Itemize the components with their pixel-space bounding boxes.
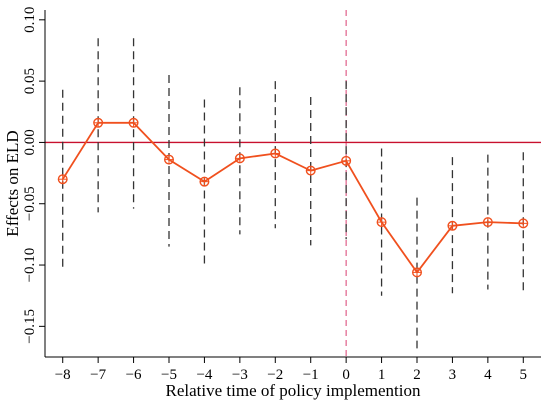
data-point [305, 165, 316, 176]
x-tick-label: 5 [520, 367, 528, 383]
data-point [482, 217, 493, 228]
x-tick-label: −3 [232, 367, 248, 383]
series-line-group [61, 121, 524, 274]
x-axis-ticks: −8 −7 −6 −5 −4 −3 −2 −1 0 1 2 3 4 5 [55, 357, 527, 383]
x-tick-label: 2 [413, 367, 421, 383]
series-line [61, 121, 524, 274]
y-tick-label: −0.10 [22, 248, 38, 283]
x-tick-label: 3 [449, 367, 457, 383]
x-tick-label: −8 [55, 367, 71, 383]
x-tick-label: 0 [342, 367, 350, 383]
axes [44, 10, 541, 358]
data-point [57, 174, 68, 185]
y-tick-label: −0.15 [22, 309, 38, 344]
data-point [518, 218, 529, 229]
y-tick-label: −0.05 [22, 186, 38, 221]
y-tick-label: 0.00 [22, 129, 38, 155]
x-tick-label: −1 [303, 367, 319, 383]
x-tick-label: −5 [161, 367, 177, 383]
y-tick-label: 0.10 [22, 7, 38, 33]
reference-lines [45, 10, 541, 357]
data-point [376, 217, 387, 228]
data-point [234, 153, 245, 164]
data-point [163, 154, 174, 165]
data-point [447, 220, 458, 231]
x-tick-label: −2 [267, 367, 283, 383]
x-tick-label: −7 [90, 367, 106, 383]
data-point [270, 148, 281, 159]
x-tick-label: 1 [378, 367, 386, 383]
data-point [412, 267, 423, 278]
data-point [199, 176, 210, 187]
x-tick-label: −6 [126, 367, 142, 383]
point-markers [57, 117, 529, 278]
data-point [341, 155, 352, 166]
data-point [128, 117, 139, 128]
x-tick-label: 4 [484, 367, 492, 383]
y-tick-label: 0.05 [22, 68, 38, 94]
data-point [93, 117, 104, 128]
confidence-intervals [62, 38, 524, 349]
y-axis-title: Effects on ELD [3, 130, 22, 236]
y-axis-ticks: 0.10 0.05 0.00 −0.05 −0.10 −0.15 [22, 7, 45, 344]
x-axis-title: Relative time of policy implemention [166, 381, 421, 400]
x-tick-label: −4 [196, 367, 212, 383]
